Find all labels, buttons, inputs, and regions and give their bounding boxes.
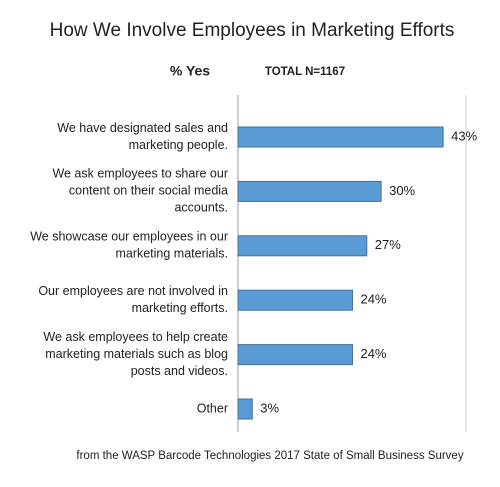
category-label: content on their social media (69, 184, 228, 198)
category-label: accounts. (174, 201, 228, 215)
subtitle: % Yes (170, 63, 210, 79)
value-label: 43% (451, 128, 477, 143)
bar (237, 180, 382, 202)
bar (237, 398, 253, 420)
category-label: We have designated sales and (57, 121, 228, 135)
value-label: 30% (389, 183, 415, 198)
category-label: We ask employees to share our (52, 167, 228, 181)
category-label: marketing materials. (115, 247, 228, 261)
bar (237, 344, 353, 366)
chart-title: How We Involve Employees in Marketing Ef… (50, 20, 455, 41)
value-label: 3% (260, 400, 279, 415)
value-label: 24% (360, 292, 386, 307)
bar (237, 289, 353, 311)
value-label: 24% (360, 346, 386, 361)
bar (237, 126, 444, 148)
value-label: 27% (375, 237, 401, 252)
bar (237, 235, 368, 257)
category-label: posts and videos. (131, 364, 228, 378)
category-label: We showcase our employees in our (30, 230, 228, 244)
note: TOTAL N=1167 (265, 66, 345, 78)
source: from the WASP Barcode Technologies 2017 … (76, 450, 463, 462)
category-label: marketing efforts. (132, 301, 228, 315)
category-label: marketing people. (129, 138, 228, 152)
category-label: Other (197, 401, 228, 415)
category-label: We ask employees to help create (43, 330, 228, 344)
category-label: marketing materials such as blog (45, 347, 228, 361)
category-label: Our employees are not involved in (38, 284, 228, 298)
